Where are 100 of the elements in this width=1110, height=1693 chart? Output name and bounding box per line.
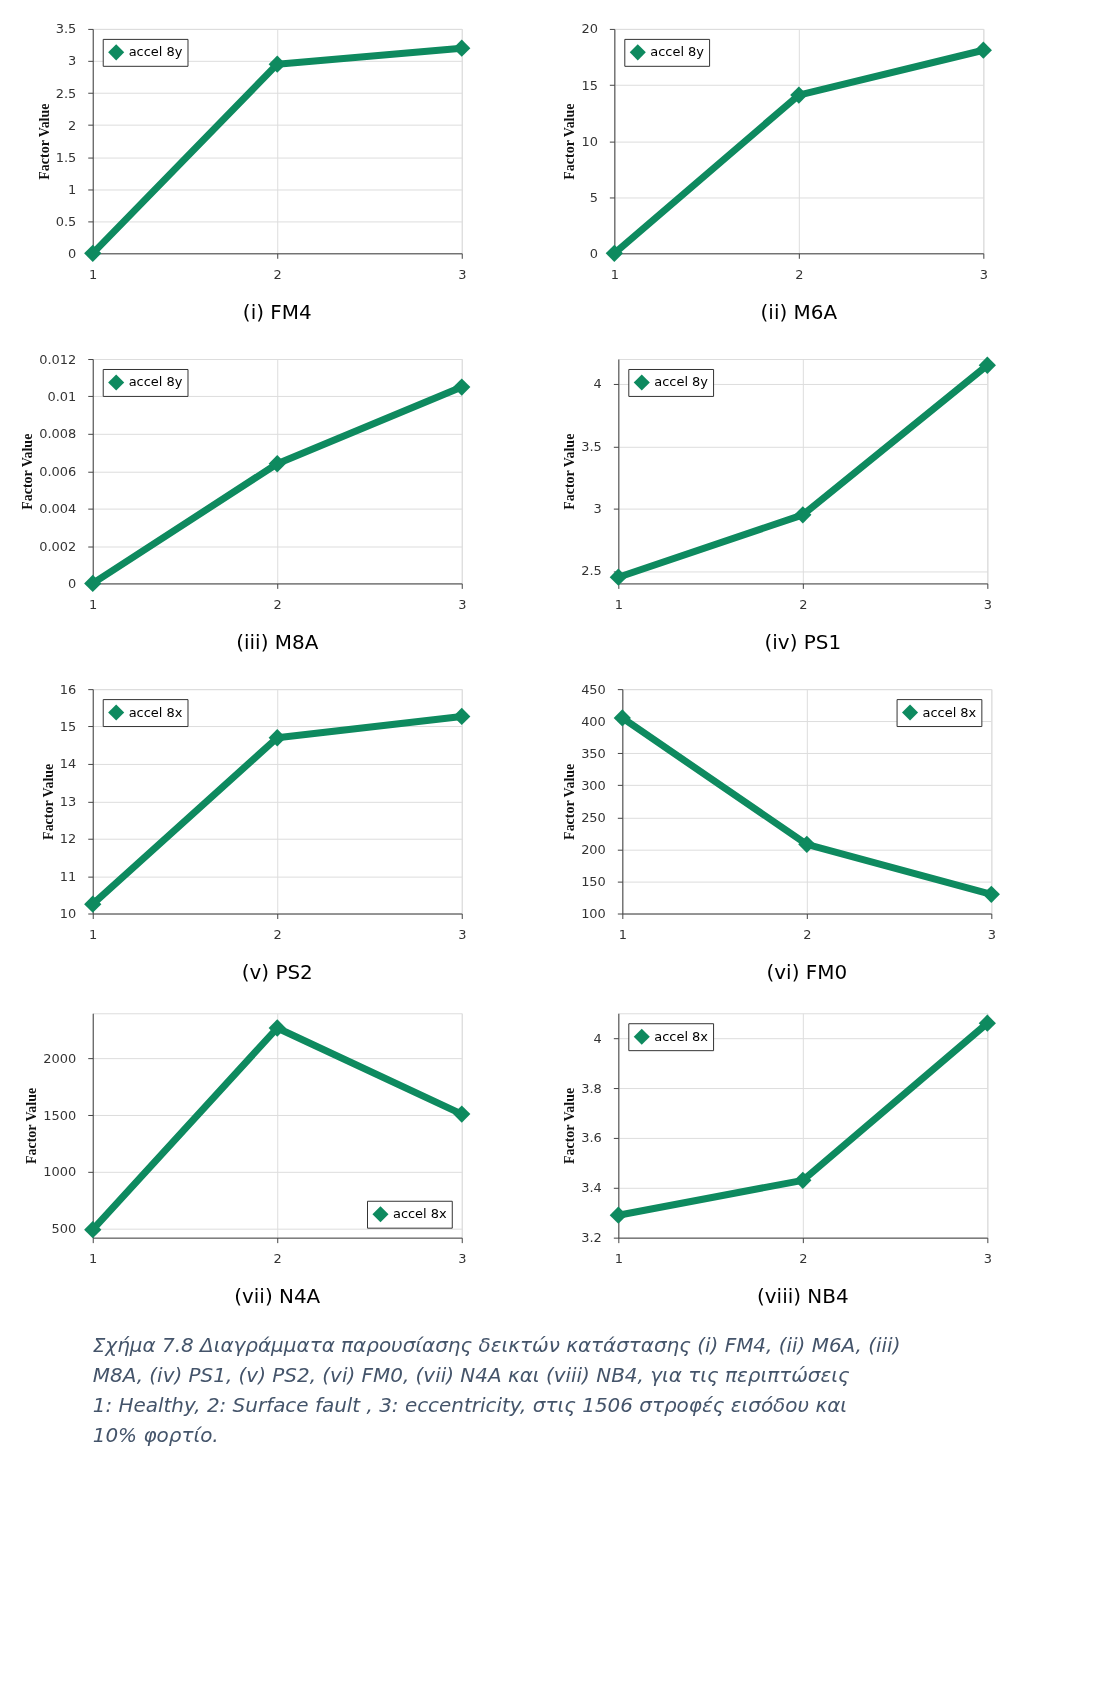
point xyxy=(613,709,631,727)
y-tick-label: 3.6 xyxy=(581,1130,602,1146)
y-tick-label: 0.004 xyxy=(39,501,77,517)
point xyxy=(84,895,102,913)
point xyxy=(84,244,102,262)
y-tick-label: 0.5 xyxy=(55,213,77,229)
text: (iv) PS1 xyxy=(764,630,842,655)
y-tick-label: 2 xyxy=(68,117,77,133)
y-tick-label: 350 xyxy=(581,745,606,761)
x-tick-label: 2 xyxy=(273,596,282,612)
y-tick-label: 4 xyxy=(593,376,602,392)
y-tick-label: 11 xyxy=(59,868,77,884)
y-tick-label: 3.5 xyxy=(55,21,77,37)
y-tick-label: 3.4 xyxy=(581,1180,602,1196)
x-tick-label: 1 xyxy=(89,596,98,612)
legend-label: accel 8y xyxy=(128,44,183,60)
legend-label: accel 8y xyxy=(128,374,183,390)
point xyxy=(982,885,1000,903)
point xyxy=(453,1105,471,1123)
point xyxy=(794,506,812,524)
y-tick-label: 150 xyxy=(581,873,606,889)
x-tick-label: 3 xyxy=(458,266,467,282)
y-tick-label: 1 xyxy=(68,181,77,197)
point xyxy=(84,1221,102,1239)
legend-label: accel 8x xyxy=(654,1028,709,1044)
x-tick-label: 1 xyxy=(614,1251,623,1267)
y-tick-label: 4 xyxy=(593,1030,602,1046)
point xyxy=(974,41,992,59)
text: (ii) M6A xyxy=(760,300,838,325)
text: (v) PS2 xyxy=(241,960,313,985)
y-axis-title: Factor Value xyxy=(40,763,56,840)
legend-label: accel 8y xyxy=(650,44,705,60)
legend-label: accel 8x xyxy=(922,704,977,720)
y-tick-label: 2.5 xyxy=(55,85,77,101)
text: (vi) FM0 xyxy=(766,960,848,985)
point xyxy=(453,39,471,57)
y-tick-label: 3 xyxy=(593,501,602,517)
text: (vii) N4A xyxy=(234,1284,321,1309)
x-tick-label: 2 xyxy=(795,266,804,282)
y-tick-label: 10 xyxy=(581,133,598,149)
x-tick-label: 1 xyxy=(614,596,623,612)
y-axis-title: Factor Value xyxy=(562,763,578,840)
x-tick-label: 1 xyxy=(89,266,98,282)
x-tick-label: 3 xyxy=(458,926,467,942)
y-tick-label: 250 xyxy=(581,809,606,825)
x-tick-label: 1 xyxy=(618,926,627,942)
y-tick-label: 400 xyxy=(581,713,606,729)
legend-label: accel 8x xyxy=(392,1206,448,1222)
text: (viii) NB4 xyxy=(757,1284,849,1309)
point xyxy=(605,244,623,262)
y-tick-label: 0 xyxy=(589,245,598,261)
y-tick-label: 3.8 xyxy=(581,1080,602,1096)
y-tick-label: 0.008 xyxy=(39,426,77,442)
text: Σχήμα 7.8 Διαγράμματα παρουσίασης δεικτών κατάστασης (i) FM4, (ii) M6A, (iii) M8A, (iv) PS1, (v) PS2, (vi) FM0, (vii) N4A και (viii) NB4, για τις περιπτώσεις 1: Healthy, 2: Surface fault , 3: eccentricity, στις 1506 στροφές εισόδου και 10% φορτίο. xyxy=(92,1333,901,1448)
text: (i) FM4 xyxy=(242,300,312,325)
y-tick-label: 1500 xyxy=(43,1107,77,1123)
x-tick-label: 2 xyxy=(799,596,808,612)
y-tick-label: 0.002 xyxy=(39,538,77,554)
point xyxy=(978,1014,996,1032)
x-tick-label: 3 xyxy=(987,926,996,942)
y-tick-label: 200 xyxy=(581,841,606,857)
y-tick-label: 0.006 xyxy=(39,463,77,479)
point xyxy=(609,568,627,586)
x-tick-label: 3 xyxy=(983,1251,992,1267)
y-tick-label: 15 xyxy=(59,719,77,735)
y-tick-label: 10 xyxy=(59,906,77,922)
point xyxy=(790,86,808,104)
y-tick-label: 1.5 xyxy=(55,149,77,165)
y-axis-title: Factor Value xyxy=(562,1087,578,1165)
y-axis-title: Factor Value xyxy=(562,103,578,180)
y-tick-label: 15 xyxy=(581,77,598,93)
y-tick-label: 1000 xyxy=(43,1164,77,1180)
point xyxy=(453,707,471,726)
x-tick-label: 3 xyxy=(983,596,992,612)
y-tick-label: 13 xyxy=(59,793,77,809)
y-tick-label: 3.2 xyxy=(581,1230,602,1246)
y-axis-title: Factor Value xyxy=(24,1087,40,1165)
point xyxy=(84,574,102,593)
y-tick-label: 3.5 xyxy=(581,438,602,454)
y-tick-label: 2.5 xyxy=(581,563,602,579)
point xyxy=(268,455,286,473)
x-tick-label: 1 xyxy=(89,1251,98,1267)
y-tick-label: 0.012 xyxy=(39,351,77,367)
text: (iii) M8A xyxy=(236,630,319,655)
point xyxy=(453,378,471,396)
x-tick-label: 2 xyxy=(273,266,282,282)
x-tick-label: 3 xyxy=(458,596,467,612)
legend-label: accel 8x xyxy=(128,704,183,720)
y-tick-label: 300 xyxy=(581,777,606,793)
x-tick-label: 3 xyxy=(979,266,988,282)
y-tick-label: 100 xyxy=(581,906,606,922)
x-tick-label: 2 xyxy=(273,926,282,942)
x-tick-label: 3 xyxy=(458,1251,467,1267)
point xyxy=(609,1206,627,1224)
y-axis-title: Factor Value xyxy=(36,103,52,180)
legend-label: accel 8y xyxy=(654,374,709,390)
point xyxy=(794,1171,812,1189)
y-tick-label: 0 xyxy=(68,575,77,591)
x-tick-label: 1 xyxy=(89,926,98,942)
y-tick-label: 12 xyxy=(59,831,77,847)
